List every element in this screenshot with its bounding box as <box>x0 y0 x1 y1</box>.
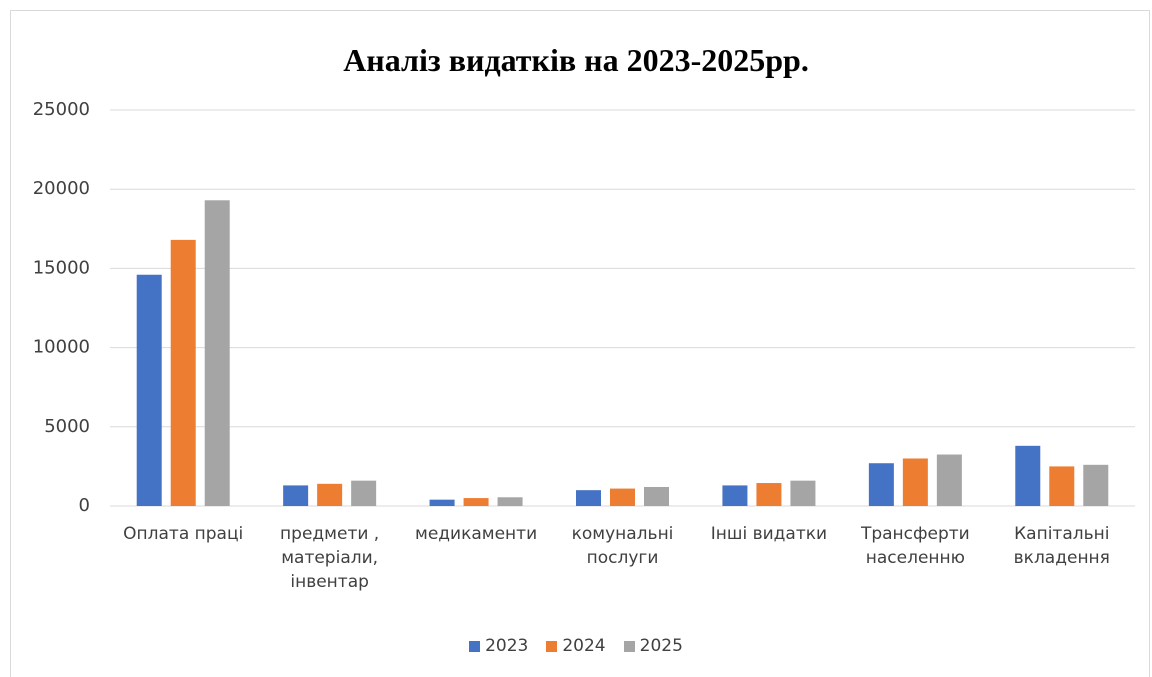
bar <box>170 239 196 506</box>
y-tick-label: 10000 <box>33 337 90 358</box>
bar <box>644 486 669 506</box>
bar <box>1015 445 1041 506</box>
x-tick-label: Капітальні вкладення <box>1013 524 1110 568</box>
y-tick-label: 20000 <box>33 178 90 199</box>
legend-swatch <box>546 640 558 652</box>
legend-item: 2024 <box>546 636 606 656</box>
bar <box>790 480 816 506</box>
legend-label: 2024 <box>562 636 606 656</box>
x-tick-label: комунальні послуги <box>571 524 674 568</box>
y-tick-label: 25000 <box>33 99 90 120</box>
x-tick-label: Трансферти населенню <box>860 524 970 568</box>
bar <box>204 200 230 506</box>
bar <box>136 274 162 506</box>
bar <box>283 485 309 506</box>
legend-item: 2023 <box>469 636 528 656</box>
bar <box>722 485 748 506</box>
x-tick-label: предмети , матеріали, інвентар <box>280 524 380 592</box>
bar <box>317 483 343 506</box>
bar <box>576 490 601 506</box>
legend-item: 2025 <box>623 636 683 656</box>
bar <box>429 499 455 506</box>
x-tick-label: Інші видатки <box>710 524 828 544</box>
y-tick-label: 5000 <box>44 416 90 437</box>
bar <box>610 488 635 506</box>
legend-swatch <box>623 640 635 652</box>
y-tick-label: 0 <box>79 495 90 516</box>
legend: 2023 2024 2025 <box>0 636 1152 656</box>
bar <box>1049 466 1075 506</box>
bar <box>756 483 782 506</box>
bar <box>1083 464 1109 506</box>
x-tick-label: медикаменти <box>415 524 538 544</box>
chart-title: Аналіз видатків на 2023-2025рр. <box>343 42 809 78</box>
bar <box>463 498 489 506</box>
y-tick-label: 15000 <box>33 257 90 278</box>
bar <box>497 497 523 506</box>
bar <box>868 463 894 506</box>
legend-swatch <box>469 640 481 652</box>
bar <box>351 480 377 506</box>
bar <box>936 454 962 506</box>
bar <box>902 458 928 506</box>
legend-label: 2023 <box>485 636 529 656</box>
x-tick-label: Оплата праці <box>123 524 244 544</box>
legend-label: 2025 <box>639 636 683 656</box>
chart-frame <box>10 10 1150 677</box>
